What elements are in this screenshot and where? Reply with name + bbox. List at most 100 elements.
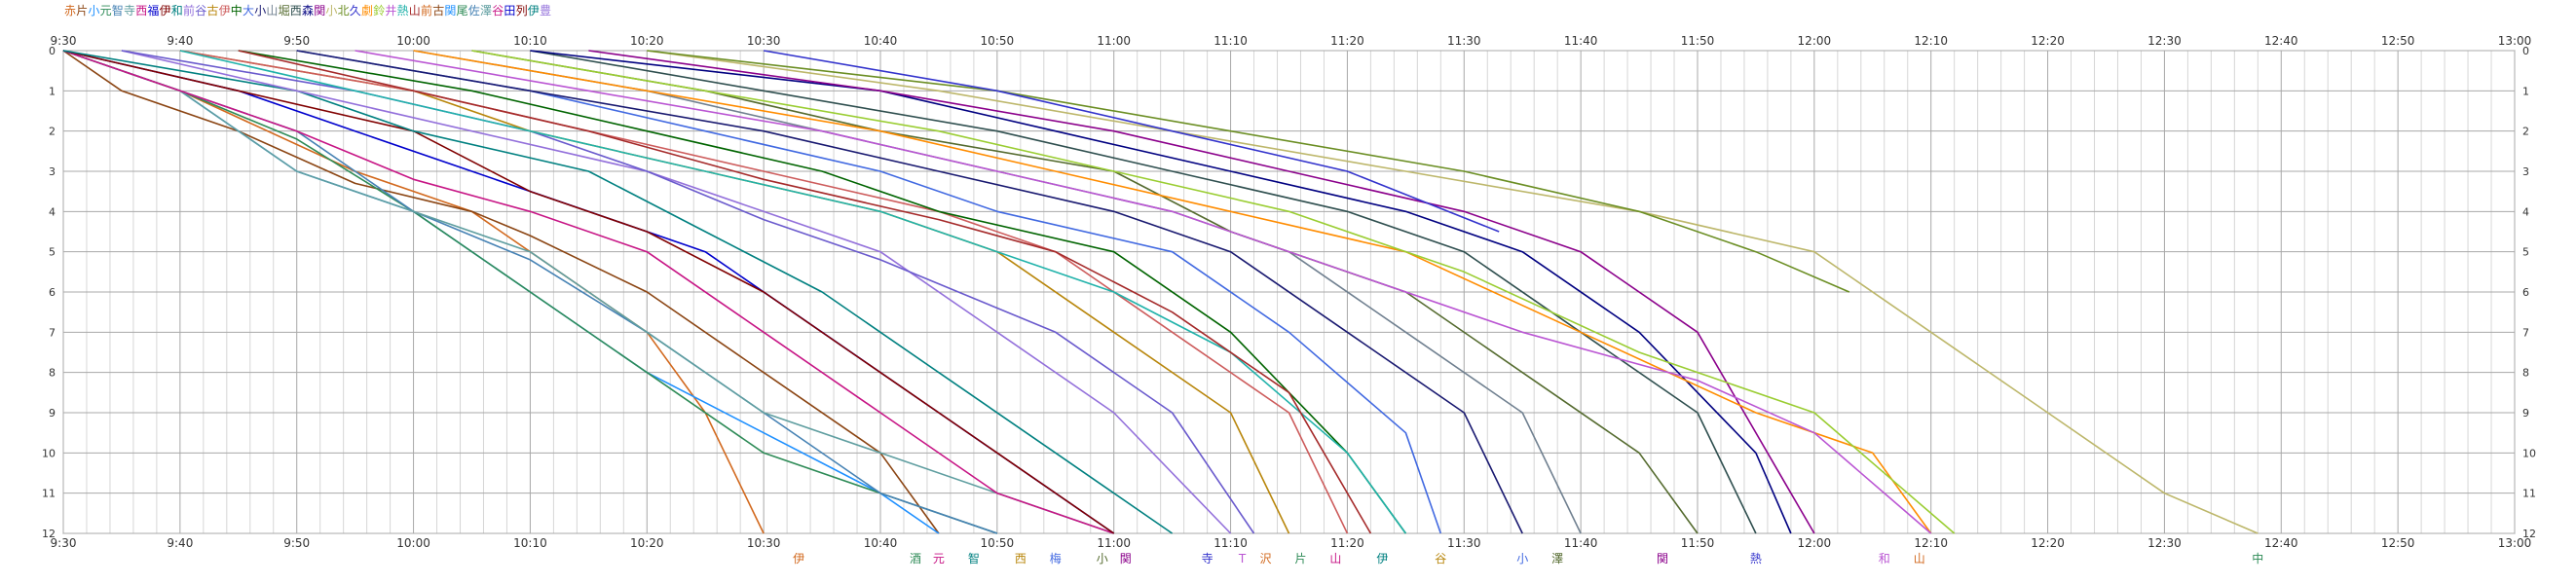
x-tick-label-bottom: 9:30 <box>51 536 77 550</box>
bottom-name-label: 和 <box>1879 552 1890 566</box>
x-tick-label-bottom: 10:20 <box>630 536 664 550</box>
x-tick-label-top: 12:40 <box>2264 34 2298 48</box>
series-line-17 <box>296 50 1523 534</box>
bottom-name-label: 中 <box>2252 551 2263 566</box>
top-name-label: 谷 <box>492 4 504 18</box>
bottom-name-label: 沢 <box>1260 552 1272 566</box>
series-line-29 <box>179 50 1407 534</box>
top-name-label: 鈴 <box>373 3 385 18</box>
y-tick-label-left: 10 <box>42 447 56 459</box>
bottom-name-label: 片 <box>1294 552 1306 566</box>
x-tick-label-top: 9:40 <box>167 34 193 48</box>
bottom-name-label: 酒 <box>910 552 921 566</box>
bottom-name-label: 梅 <box>1050 551 1062 566</box>
x-tick-label-bottom: 12:30 <box>2147 536 2182 550</box>
series-line-27 <box>471 50 1956 534</box>
y-tick-label-left: 6 <box>49 286 56 299</box>
bottom-name-label: 伊 <box>793 552 804 566</box>
y-tick-label-right: 10 <box>2522 447 2536 459</box>
x-tick-label-bottom: 12:50 <box>2381 536 2415 550</box>
x-tick-label-bottom: 12:20 <box>2031 536 2065 550</box>
series-line-4 <box>62 50 998 534</box>
x-tick-label-bottom: 10:00 <box>396 536 430 550</box>
x-tick-label-bottom: 10:50 <box>981 536 1015 550</box>
series-line-10 <box>62 50 1174 534</box>
axis-labels: 9:30 9:30 9:40 9:40 9:50 9:50 10:00 10:00 10:10 1… <box>42 34 2536 550</box>
bottom-name-label: 関 <box>1657 552 1668 566</box>
x-tick-label-bottom: 9:40 <box>167 536 193 550</box>
y-tick-label-right: 3 <box>2522 165 2529 178</box>
top-name-label: 伊 <box>219 4 231 18</box>
x-tick-label-bottom: 11:10 <box>1213 536 1248 550</box>
series-line-16 <box>296 50 1442 534</box>
x-tick-label-top: 11:40 <box>1564 34 1598 48</box>
x-tick-label-bottom: 10:10 <box>513 536 547 550</box>
x-tick-label-bottom: 11:20 <box>1330 536 1364 550</box>
y-tick-label-right: 4 <box>2522 205 2529 218</box>
series-line-6 <box>62 50 1114 534</box>
y-tick-label-right: 6 <box>2522 286 2529 299</box>
top-name-label: 山 <box>409 4 421 18</box>
top-name-label: 寺 <box>124 4 135 18</box>
bottom-name-label: 熱 <box>1750 552 1762 566</box>
x-tick-label-top: 11:00 <box>1097 34 1131 48</box>
series-line-25 <box>763 50 1500 233</box>
x-tick-label-bottom: 9:50 <box>283 536 310 550</box>
top-name-label: 西 <box>290 4 302 18</box>
y-tick-label-left: 11 <box>42 488 56 500</box>
top-name-label: 小 <box>254 4 266 18</box>
x-tick-label-bottom: 12:00 <box>1798 536 1832 550</box>
x-tick-label-bottom: 10:30 <box>747 536 781 550</box>
bottom-name-label: 澤 <box>1551 552 1563 566</box>
x-tick-label-top: 11:10 <box>1213 34 1248 48</box>
x-tick-label-top: 12:10 <box>1914 34 1948 48</box>
bottom-name-label: 山 <box>1329 552 1341 566</box>
x-tick-label-top: 10:20 <box>630 34 664 48</box>
x-tick-label-top: 13:00 <box>2498 34 2532 48</box>
bottom-name-label: 元 <box>933 552 945 566</box>
y-tick-label-right: 5 <box>2522 246 2529 259</box>
series-line-30 <box>238 50 1372 534</box>
top-name-label: 伊 <box>528 4 540 18</box>
y-tick-label-right: 11 <box>2522 488 2536 500</box>
top-name-label: 関 <box>314 4 325 18</box>
top-name-label: 片 <box>76 4 88 18</box>
y-tick-label-left: 0 <box>49 45 56 57</box>
bottom-name-label: 伊 <box>1376 552 1388 566</box>
runner-name-labels: 赤片小元智寺西福伊和前谷古伊中大小山堀西森関小北久劇鈴井熱山前古関尾佐澤谷田列伊… <box>64 3 2263 566</box>
top-name-label: 豊 <box>540 4 551 18</box>
top-name-label: 澤 <box>480 4 492 18</box>
top-name-label: 久 <box>350 4 361 18</box>
x-tick-label-top: 11:20 <box>1330 34 1364 48</box>
top-name-label: 谷 <box>195 4 206 18</box>
top-name-label: 劇 <box>361 4 373 18</box>
top-name-label: 前 <box>183 3 195 18</box>
x-tick-label-top: 12:30 <box>2147 34 2182 48</box>
bottom-name-label: 谷 <box>1435 552 1446 566</box>
series-line-15 <box>238 50 1407 534</box>
x-tick-label-top: 9:30 <box>51 34 77 48</box>
series-line-23 <box>647 50 2259 534</box>
bottom-name-label: 智 <box>968 551 980 566</box>
bottom-name-label: 小 <box>1097 552 1108 566</box>
top-name-label: 西 <box>135 4 147 18</box>
x-tick-label-bottom: 12:40 <box>2264 536 2298 550</box>
x-tick-label-top: 10:50 <box>981 34 1015 48</box>
x-tick-label-top: 10:00 <box>396 34 430 48</box>
y-tick-label-left: 4 <box>49 205 56 218</box>
top-name-label: 尾 <box>457 4 468 18</box>
x-tick-label-bottom: 11:40 <box>1564 536 1598 550</box>
x-tick-label-top: 12:50 <box>2381 34 2415 48</box>
bottom-name-label: 寺 <box>1202 552 1213 566</box>
y-tick-label-left: 8 <box>49 367 56 380</box>
x-tick-label-bottom: 13:00 <box>2498 536 2532 550</box>
y-tick-label-right: 7 <box>2522 326 2529 339</box>
top-name-label: 元 <box>100 4 112 18</box>
top-name-label: 古 <box>206 3 218 18</box>
x-tick-label-top: 11:30 <box>1447 34 1481 48</box>
top-name-label: 赤 <box>64 4 76 18</box>
series-line-11 <box>121 50 1232 534</box>
y-tick-label-left: 2 <box>49 126 56 138</box>
y-tick-label-left: 1 <box>49 85 56 97</box>
